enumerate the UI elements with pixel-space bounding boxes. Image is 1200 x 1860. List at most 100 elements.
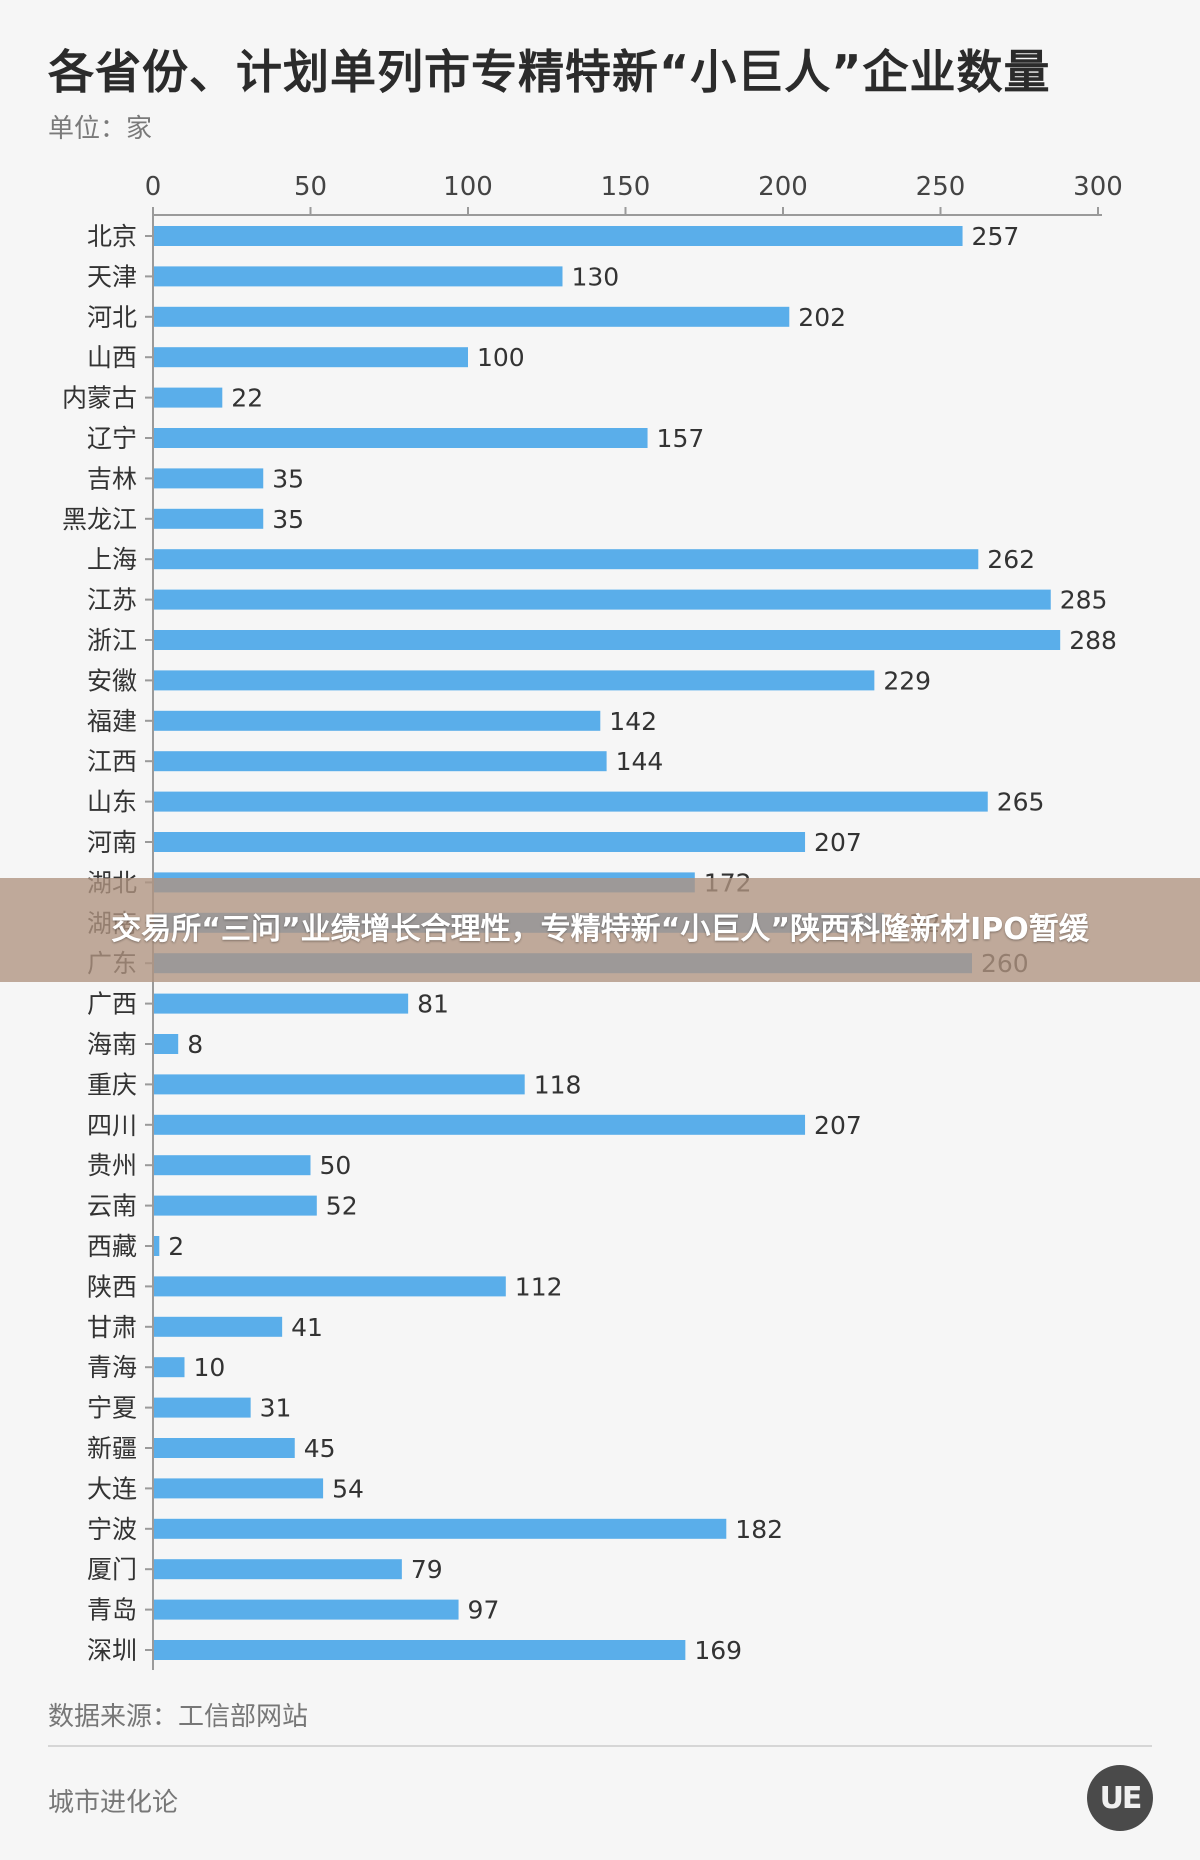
category-label: 福建 (87, 707, 137, 736)
value-label: 207 (814, 828, 862, 857)
logo-text: UE (1099, 1780, 1143, 1816)
bar (154, 710, 601, 731)
category-label: 安徽 (87, 666, 137, 695)
category-label: 贵州 (87, 1151, 137, 1180)
category-label: 江西 (87, 747, 137, 776)
bar (154, 1155, 311, 1176)
category-label: 甘肃 (87, 1313, 137, 1342)
bar (154, 468, 264, 489)
category-label: 重庆 (87, 1070, 137, 1099)
bar (154, 306, 790, 327)
bar (154, 589, 1051, 610)
category-label: 山东 (87, 788, 137, 817)
bar (154, 993, 409, 1014)
chart-title: 各省份、计划单列市专精特新“小巨人”企业数量 (48, 45, 1051, 99)
value-label: 81 (417, 990, 449, 1019)
bar (154, 1195, 317, 1216)
value-label: 41 (291, 1313, 323, 1342)
news-headline[interactable]: 交易所“三问”业绩增长合理性，专精特新“小巨人”陕西科隆新材IPO暂缓 (111, 912, 1089, 947)
value-label: 262 (987, 545, 1035, 574)
bar (154, 1438, 295, 1458)
bar (154, 266, 563, 287)
bar (154, 1397, 251, 1418)
category-label: 青岛 (87, 1596, 137, 1625)
value-label: 130 (572, 262, 620, 291)
news-banner[interactable]: 交易所“三问”业绩增长合理性，专精特新“小巨人”陕西科隆新材IPO暂缓 (0, 878, 1200, 982)
category-label: 云南 (87, 1192, 137, 1221)
value-label: 265 (997, 788, 1045, 817)
value-label: 79 (411, 1555, 443, 1584)
category-label: 四川 (87, 1111, 137, 1140)
value-label: 35 (272, 505, 304, 534)
value-label: 35 (272, 464, 304, 493)
value-label: 207 (814, 1111, 862, 1140)
value-label: 169 (694, 1636, 742, 1665)
bar (154, 508, 264, 529)
bar (154, 1034, 179, 1054)
category-label: 内蒙古 (62, 384, 137, 413)
x-tick-label: 50 (294, 172, 327, 202)
category-label: 深圳 (87, 1636, 137, 1665)
value-label: 10 (194, 1353, 226, 1382)
bar (154, 670, 875, 691)
x-tick-label: 300 (1073, 172, 1123, 202)
bar (154, 1599, 459, 1620)
brand-label: 城市进化论 (48, 1788, 179, 1818)
value-label: 288 (1069, 626, 1117, 655)
bar (154, 428, 648, 448)
category-label: 河南 (87, 828, 137, 857)
value-label: 22 (231, 384, 263, 413)
value-label: 118 (534, 1070, 582, 1099)
category-label: 青海 (87, 1353, 137, 1382)
bar (154, 630, 1061, 650)
value-label: 52 (326, 1192, 358, 1221)
category-label: 浙江 (87, 626, 137, 655)
bar (154, 1276, 506, 1297)
category-label: 北京 (87, 222, 137, 251)
category-label: 厦门 (87, 1555, 137, 1584)
bar (154, 1316, 283, 1337)
value-label: 229 (883, 666, 931, 695)
urban-evolution-logo-icon: UE (1087, 1765, 1153, 1831)
category-label: 西藏 (87, 1232, 137, 1261)
footer-divider (48, 1745, 1152, 1747)
bar (154, 1640, 686, 1660)
value-label: 50 (320, 1151, 352, 1180)
category-label: 新疆 (87, 1434, 137, 1463)
bar (154, 1074, 525, 1095)
category-label: 吉林 (87, 464, 137, 493)
value-label: 45 (304, 1434, 336, 1463)
bar (154, 549, 979, 570)
value-label: 100 (477, 343, 525, 372)
x-tick-label: 100 (443, 172, 493, 202)
x-tick-label: 200 (758, 172, 808, 202)
category-label: 江苏 (87, 586, 137, 615)
value-label: 182 (735, 1515, 783, 1544)
category-label: 山西 (87, 343, 137, 372)
bar (154, 791, 988, 812)
category-label: 上海 (87, 545, 137, 574)
category-label: 辽宁 (87, 424, 137, 453)
category-label: 黑龙江 (62, 505, 137, 534)
x-tick-label: 0 (145, 172, 162, 202)
bar (154, 1114, 806, 1135)
category-label: 大连 (87, 1474, 137, 1503)
category-label: 河北 (87, 303, 137, 332)
category-label: 天津 (87, 262, 137, 291)
bar (154, 832, 806, 852)
value-label: 97 (468, 1596, 500, 1625)
x-tick-label: 250 (916, 172, 966, 202)
value-label: 202 (798, 303, 846, 332)
value-label: 142 (609, 707, 657, 736)
value-label: 144 (616, 747, 664, 776)
value-label: 54 (332, 1474, 364, 1503)
bar (154, 226, 963, 246)
unit-label: 单位：家 (48, 114, 153, 144)
value-label: 112 (515, 1272, 563, 1301)
value-label: 8 (187, 1030, 203, 1059)
value-label: 157 (657, 424, 705, 453)
bar (154, 387, 223, 408)
bar (154, 1236, 160, 1256)
category-label: 海南 (87, 1030, 137, 1059)
